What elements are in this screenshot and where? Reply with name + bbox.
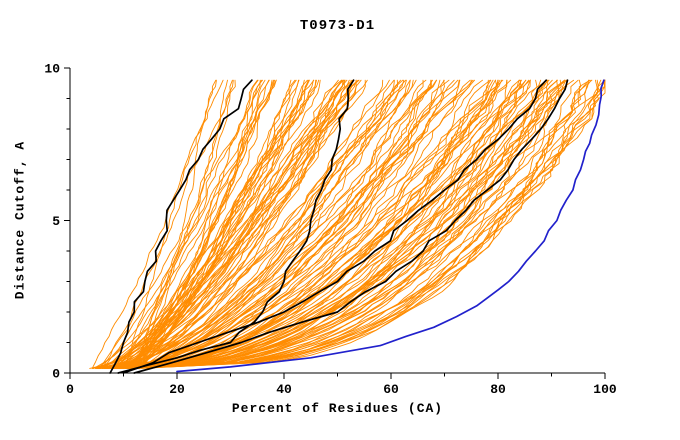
ensemble-curve — [109, 79, 494, 369]
ensemble-curve — [136, 79, 234, 369]
ensemble-curve — [126, 79, 407, 369]
ensemble-curve — [132, 79, 276, 369]
ensemble-curve — [119, 79, 433, 369]
ensemble-curve — [132, 79, 508, 369]
ensemble-curve — [117, 79, 441, 369]
ensemble-curve — [138, 79, 297, 369]
ensemble-curve — [134, 79, 262, 369]
best-model-curve — [176, 79, 605, 373]
ensemble-curve — [124, 79, 522, 369]
ensemble-curve — [112, 79, 460, 369]
ensemble-curve — [135, 79, 292, 369]
ensemble-curve — [134, 79, 568, 369]
x-tick-label: 20 — [169, 382, 185, 397]
highlight-curve — [133, 79, 569, 374]
y-axis-label: Distance Cutoff, A — [12, 140, 28, 300]
ensemble-curve — [111, 79, 599, 369]
y-tick-label: 10 — [44, 62, 60, 77]
ensemble-curve — [131, 79, 538, 369]
x-axis-label: Percent of Residues (CA) — [231, 401, 444, 416]
x-tick-label: 60 — [383, 382, 399, 397]
ensemble-curve — [89, 79, 404, 369]
ensemble-curve — [138, 79, 263, 369]
ensemble-curve — [110, 79, 566, 369]
ensemble-curve — [135, 79, 474, 369]
ensemble-curve — [120, 79, 344, 369]
x-tick-label: 0 — [66, 382, 74, 397]
ensemble-curve — [101, 79, 259, 369]
ensemble-curve — [133, 79, 354, 369]
ensemble-curve — [131, 79, 498, 369]
highlight-curve — [117, 79, 355, 374]
ensemble-curve — [114, 79, 345, 369]
ensemble-curve — [136, 79, 450, 369]
ensemble-curve — [134, 79, 606, 369]
ensemble-curve — [111, 79, 348, 369]
ensemble-curve — [128, 79, 432, 369]
ensemble-curve — [109, 79, 432, 369]
ensemble-curve — [111, 79, 590, 369]
highlight-curve — [122, 79, 548, 374]
ensemble-curve — [118, 79, 522, 369]
ensemble-curve — [135, 79, 236, 369]
ensemble-curve — [123, 79, 217, 369]
ensemble-curve — [119, 79, 258, 369]
ensemble-curve — [120, 79, 599, 369]
ensemble-curve — [124, 79, 512, 369]
ensemble-curve — [103, 79, 520, 369]
ensemble-curve — [112, 79, 315, 369]
y-tick-label: 0 — [52, 367, 60, 382]
ensemble-curve — [101, 79, 317, 369]
ensemble-curve — [126, 79, 411, 369]
ensemble-curve — [125, 79, 438, 369]
ensemble-curve — [116, 79, 390, 369]
ensemble-curve — [113, 79, 606, 369]
ensemble-curve — [97, 79, 547, 369]
ensemble-curve — [110, 79, 296, 369]
ensemble-curve — [121, 79, 321, 369]
chart-title: T0973-D1 — [299, 18, 376, 34]
ensemble-curve — [97, 79, 407, 369]
ensemble-curve — [115, 79, 346, 369]
ensemble-curve — [118, 79, 399, 369]
ensemble-curve — [107, 79, 522, 369]
ensemble-curve — [115, 79, 602, 369]
x-tick-label: 40 — [276, 382, 292, 397]
ensemble-curve — [130, 79, 414, 369]
ensemble-curve — [91, 79, 224, 369]
highlight-curve — [109, 79, 253, 374]
ensemble-curve — [116, 79, 582, 369]
x-tick-label: 100 — [593, 382, 617, 397]
y-tick-label: 5 — [52, 214, 60, 229]
ensemble-curve — [125, 79, 357, 369]
ensemble-curve — [131, 79, 606, 369]
x-tick-label: 80 — [490, 382, 506, 397]
ensemble-curve — [129, 79, 314, 369]
ensemble-curve — [95, 79, 437, 369]
ensemble-curve — [96, 79, 368, 369]
ensemble-curve — [120, 79, 461, 369]
ensemble-curve — [105, 79, 366, 369]
ensemble-curve — [122, 79, 504, 369]
ensemble-curve — [98, 79, 261, 369]
ensemble-curve — [115, 79, 606, 369]
ensemble-curve — [126, 79, 445, 369]
ensemble-curve — [135, 79, 527, 369]
ensemble-curve — [134, 79, 591, 369]
ensemble-curve — [111, 79, 270, 369]
ensemble-curve — [124, 79, 310, 369]
ensemble-curve — [110, 79, 553, 369]
